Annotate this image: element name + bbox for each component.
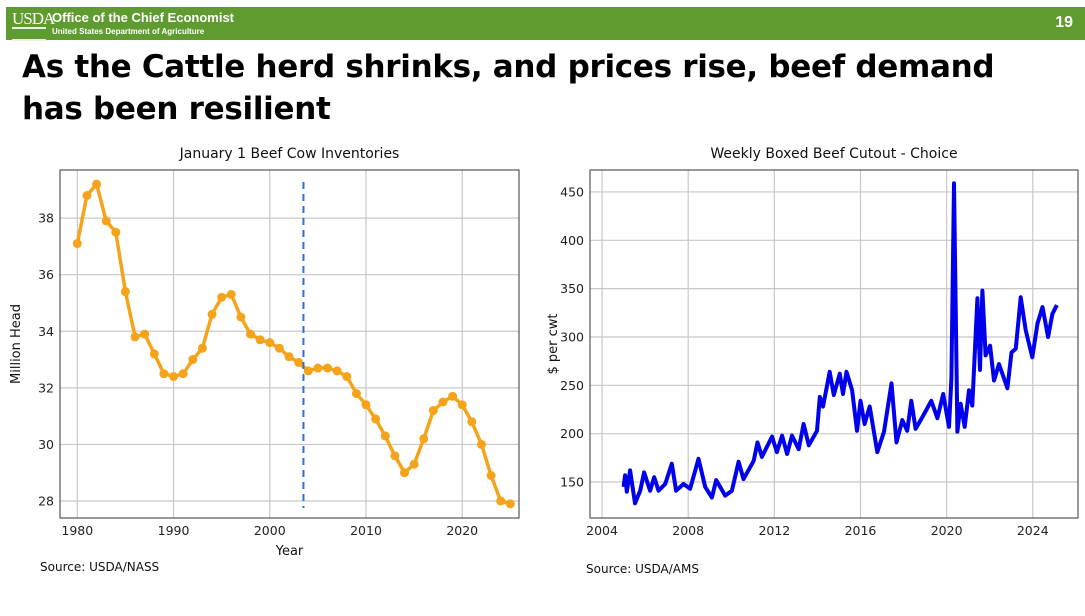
data-point	[188, 355, 198, 365]
x-tick-label: 2010	[350, 523, 382, 538]
data-point	[72, 239, 82, 249]
data-point	[390, 451, 400, 461]
y-tick-label: 150	[560, 475, 584, 490]
data-point	[265, 338, 275, 348]
data-point	[486, 471, 496, 481]
source-right: Source: USDA/AMS	[586, 562, 699, 576]
x-axis-label: Year	[275, 544, 304, 559]
usda-logo: USDA	[12, 9, 55, 28]
y-tick-label: 300	[560, 329, 584, 344]
data-point	[130, 332, 140, 342]
y-tick-label: 30	[38, 437, 54, 452]
y-tick-label: 200	[560, 426, 584, 441]
data-point	[169, 372, 179, 382]
data-point	[82, 190, 92, 200]
plot-frame	[59, 169, 520, 519]
x-tick-label: 1990	[158, 523, 190, 538]
y-tick-label: 350	[560, 281, 584, 296]
data-point	[140, 329, 150, 339]
org-name: Office of the Chief Economist	[52, 10, 235, 25]
series-line	[621, 181, 1059, 506]
data-point	[457, 400, 467, 410]
chart-title: Weekly Boxed Beef Cutout - Choice	[710, 146, 957, 162]
data-point	[438, 397, 448, 407]
data-point	[149, 349, 159, 359]
data-point	[371, 414, 381, 424]
data-point	[342, 372, 352, 382]
data-point	[246, 329, 256, 339]
x-tick-label: 2004	[586, 523, 618, 538]
slide-title: As the Cattle herd shrinks, and prices r…	[22, 49, 995, 127]
data-point	[284, 352, 294, 362]
data-point	[361, 400, 371, 410]
x-tick-label: 2012	[758, 523, 790, 538]
data-point	[409, 459, 419, 469]
data-point	[159, 369, 169, 379]
data-point	[476, 439, 486, 449]
data-point	[419, 434, 429, 444]
data-point	[111, 227, 121, 237]
data-point	[505, 499, 515, 509]
data-point	[496, 496, 506, 506]
data-point	[303, 366, 313, 376]
plot-frame	[589, 169, 1079, 519]
x-tick-label: 2016	[845, 523, 877, 538]
x-tick-label: 2000	[254, 523, 286, 538]
data-point	[101, 216, 111, 226]
data-point	[313, 363, 323, 373]
data-point	[92, 179, 102, 189]
page-number: 19	[1055, 14, 1073, 31]
y-tick-label: 28	[38, 494, 54, 509]
data-point	[323, 363, 333, 373]
data-point	[207, 309, 217, 319]
header-bar: USDA Office of the Chief Economist Unite…	[6, 7, 1085, 41]
data-point	[274, 343, 284, 353]
x-tick-label: 2008	[672, 523, 704, 538]
y-tick-label: 450	[560, 184, 584, 199]
dept-name: United States Department of Agriculture	[52, 27, 205, 36]
data-point	[351, 389, 361, 399]
data-point	[255, 335, 265, 345]
data-point	[380, 431, 390, 441]
y-tick-label: 36	[38, 267, 54, 282]
x-tick-label: 2020	[931, 523, 963, 538]
y-tick-label: 38	[38, 211, 54, 226]
data-point	[332, 366, 342, 376]
usda-logo-lines	[12, 27, 46, 41]
y-tick-label: 34	[38, 324, 54, 339]
x-tick-label: 2020	[446, 523, 478, 538]
y-axis-label: $ per cwt	[546, 313, 561, 374]
y-axis-label: Million Head	[9, 304, 24, 384]
data-point	[399, 468, 409, 478]
x-tick-label: 1980	[61, 523, 93, 538]
data-point	[428, 405, 438, 415]
chart-title: January 1 Beef Cow Inventories	[179, 146, 400, 162]
y-tick-label: 400	[560, 233, 584, 248]
data-point	[467, 417, 477, 427]
data-point	[178, 369, 188, 379]
y-tick-label: 32	[38, 380, 54, 395]
source-left: Source: USDA/NASS	[40, 560, 160, 574]
data-point	[120, 287, 130, 297]
data-point	[217, 292, 227, 302]
x-tick-label: 2024	[1017, 523, 1049, 538]
y-tick-label: 250	[560, 378, 584, 393]
series-line	[75, 182, 511, 506]
data-point	[197, 343, 207, 353]
data-point	[294, 357, 304, 367]
data-point	[226, 289, 236, 299]
data-point	[448, 391, 458, 401]
data-point	[236, 312, 246, 322]
